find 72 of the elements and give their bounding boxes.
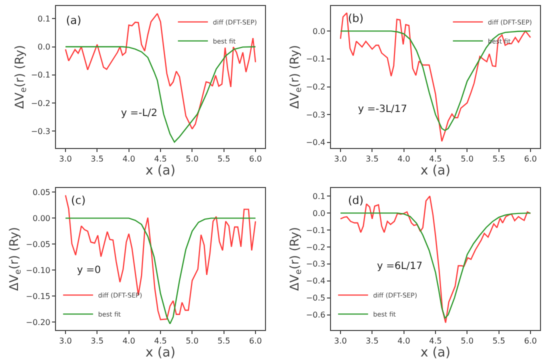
y-tick-label: −0.10 <box>26 266 50 275</box>
y-tick-label: −0.5 <box>306 294 326 303</box>
annotation: (d) <box>348 194 364 207</box>
y-tick-label: −0.05 <box>26 240 50 249</box>
y-tick-label: −0.3 <box>306 110 326 120</box>
x-tick-label: 4.5 <box>154 336 167 346</box>
y-tick-label: 0.0 <box>312 26 326 36</box>
x-tick-label: 4.0 <box>397 154 410 164</box>
annotation: y =-L/2 <box>121 108 158 119</box>
annotation: (c) <box>71 194 86 207</box>
y-tick-label: −0.15 <box>26 292 50 301</box>
y-tick-label: −0.4 <box>306 138 326 148</box>
x-tick-label: 3.5 <box>366 154 379 164</box>
x-axis-title: x (a) <box>146 346 176 361</box>
x-tick-label: 5.0 <box>460 336 474 346</box>
x-tick-label: 5.0 <box>460 154 474 164</box>
line-series <box>64 194 256 320</box>
x-tick-label: 3.5 <box>90 336 104 346</box>
y-tick-label: 0.05 <box>32 188 50 197</box>
line-series <box>340 30 532 132</box>
line-series <box>64 46 256 143</box>
x-tick-label: 5.5 <box>217 154 230 164</box>
y-tick-label: 0.1 <box>312 192 326 201</box>
line-series <box>64 218 256 324</box>
x-tick-label: 4.5 <box>154 154 167 164</box>
x-tick-label: 3.5 <box>90 154 104 164</box>
line-series <box>340 196 532 324</box>
x-axis-title: x (a) <box>146 164 176 179</box>
x-tick-label: 5.5 <box>217 336 230 346</box>
y-tick-label: −0.3 <box>30 126 50 136</box>
y-tick-label: 0.0 <box>312 208 326 218</box>
x-tick-label: 3.0 <box>334 336 347 346</box>
y-tick-label: 0.0 <box>38 42 50 52</box>
x-tick-label: 6.0 <box>524 336 537 346</box>
x-axis-title: x (a) <box>420 346 450 361</box>
y-tick-label: −0.1 <box>30 70 50 80</box>
x-tick-label: 5.0 <box>186 154 199 164</box>
x-tick-label: 6.0 <box>524 154 537 164</box>
x-tick-label: 6.0 <box>249 154 262 164</box>
x-tick-label: 4.5 <box>429 336 442 346</box>
x-tick-label: 5.0 <box>186 336 199 346</box>
annotation: y =6L/17 <box>377 261 423 272</box>
x-tick-label: 4.0 <box>397 336 410 346</box>
x-tick-label: 3.5 <box>366 336 379 346</box>
line-series <box>64 12 256 130</box>
x-tick-label: 6.0 <box>249 336 262 346</box>
y-tick-label: −0.2 <box>306 242 326 252</box>
line-series <box>340 212 532 319</box>
x-tick-label: 4.0 <box>122 336 136 346</box>
annotation: y =0 <box>77 265 101 276</box>
y-tick-label: −0.6 <box>306 310 326 320</box>
x-tick-label: 3.0 <box>334 154 347 164</box>
x-axis-title: x (a) <box>420 164 450 179</box>
line-series <box>340 12 532 142</box>
x-tick-label: 4.0 <box>122 154 136 164</box>
annotation: (b) <box>348 12 364 25</box>
y-tick-label: −0.1 <box>306 226 326 235</box>
annotation: y =-3L/17 <box>358 104 408 115</box>
y-tick-label: −0.4 <box>306 276 326 286</box>
y-tick-label: 0.1 <box>38 14 50 24</box>
y-tick-label: −0.1 <box>306 54 326 64</box>
y-tick-label: −0.3 <box>306 260 326 269</box>
x-tick-label: 5.5 <box>492 336 506 346</box>
x-tick-label: 3.0 <box>59 336 72 346</box>
annotation: (a) <box>66 14 82 27</box>
y-tick-label: −0.2 <box>306 82 326 92</box>
x-tick-label: 5.5 <box>492 154 506 164</box>
x-tick-label: 3.0 <box>59 154 72 164</box>
y-tick-label: −0.20 <box>26 318 50 327</box>
y-tick-label: 0.00 <box>32 214 50 223</box>
y-tick-label: −0.2 <box>30 98 50 108</box>
x-tick-label: 4.5 <box>429 154 442 164</box>
